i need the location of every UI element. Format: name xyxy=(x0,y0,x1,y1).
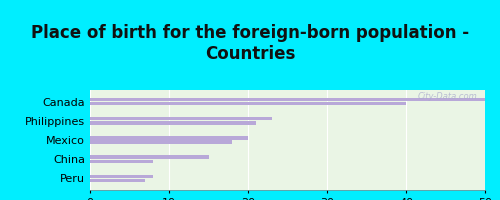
Bar xyxy=(90,98,485,101)
Text: Place of birth for the foreign-born population -
Countries: Place of birth for the foreign-born popu… xyxy=(31,24,469,63)
Bar xyxy=(90,136,248,140)
Bar xyxy=(90,155,208,159)
Bar xyxy=(90,117,272,120)
Bar xyxy=(90,175,153,178)
Bar xyxy=(90,140,232,144)
Bar xyxy=(90,160,153,163)
Text: City-Data.com: City-Data.com xyxy=(418,92,477,101)
Bar xyxy=(90,121,256,125)
Bar xyxy=(90,179,146,182)
Bar xyxy=(90,102,406,105)
